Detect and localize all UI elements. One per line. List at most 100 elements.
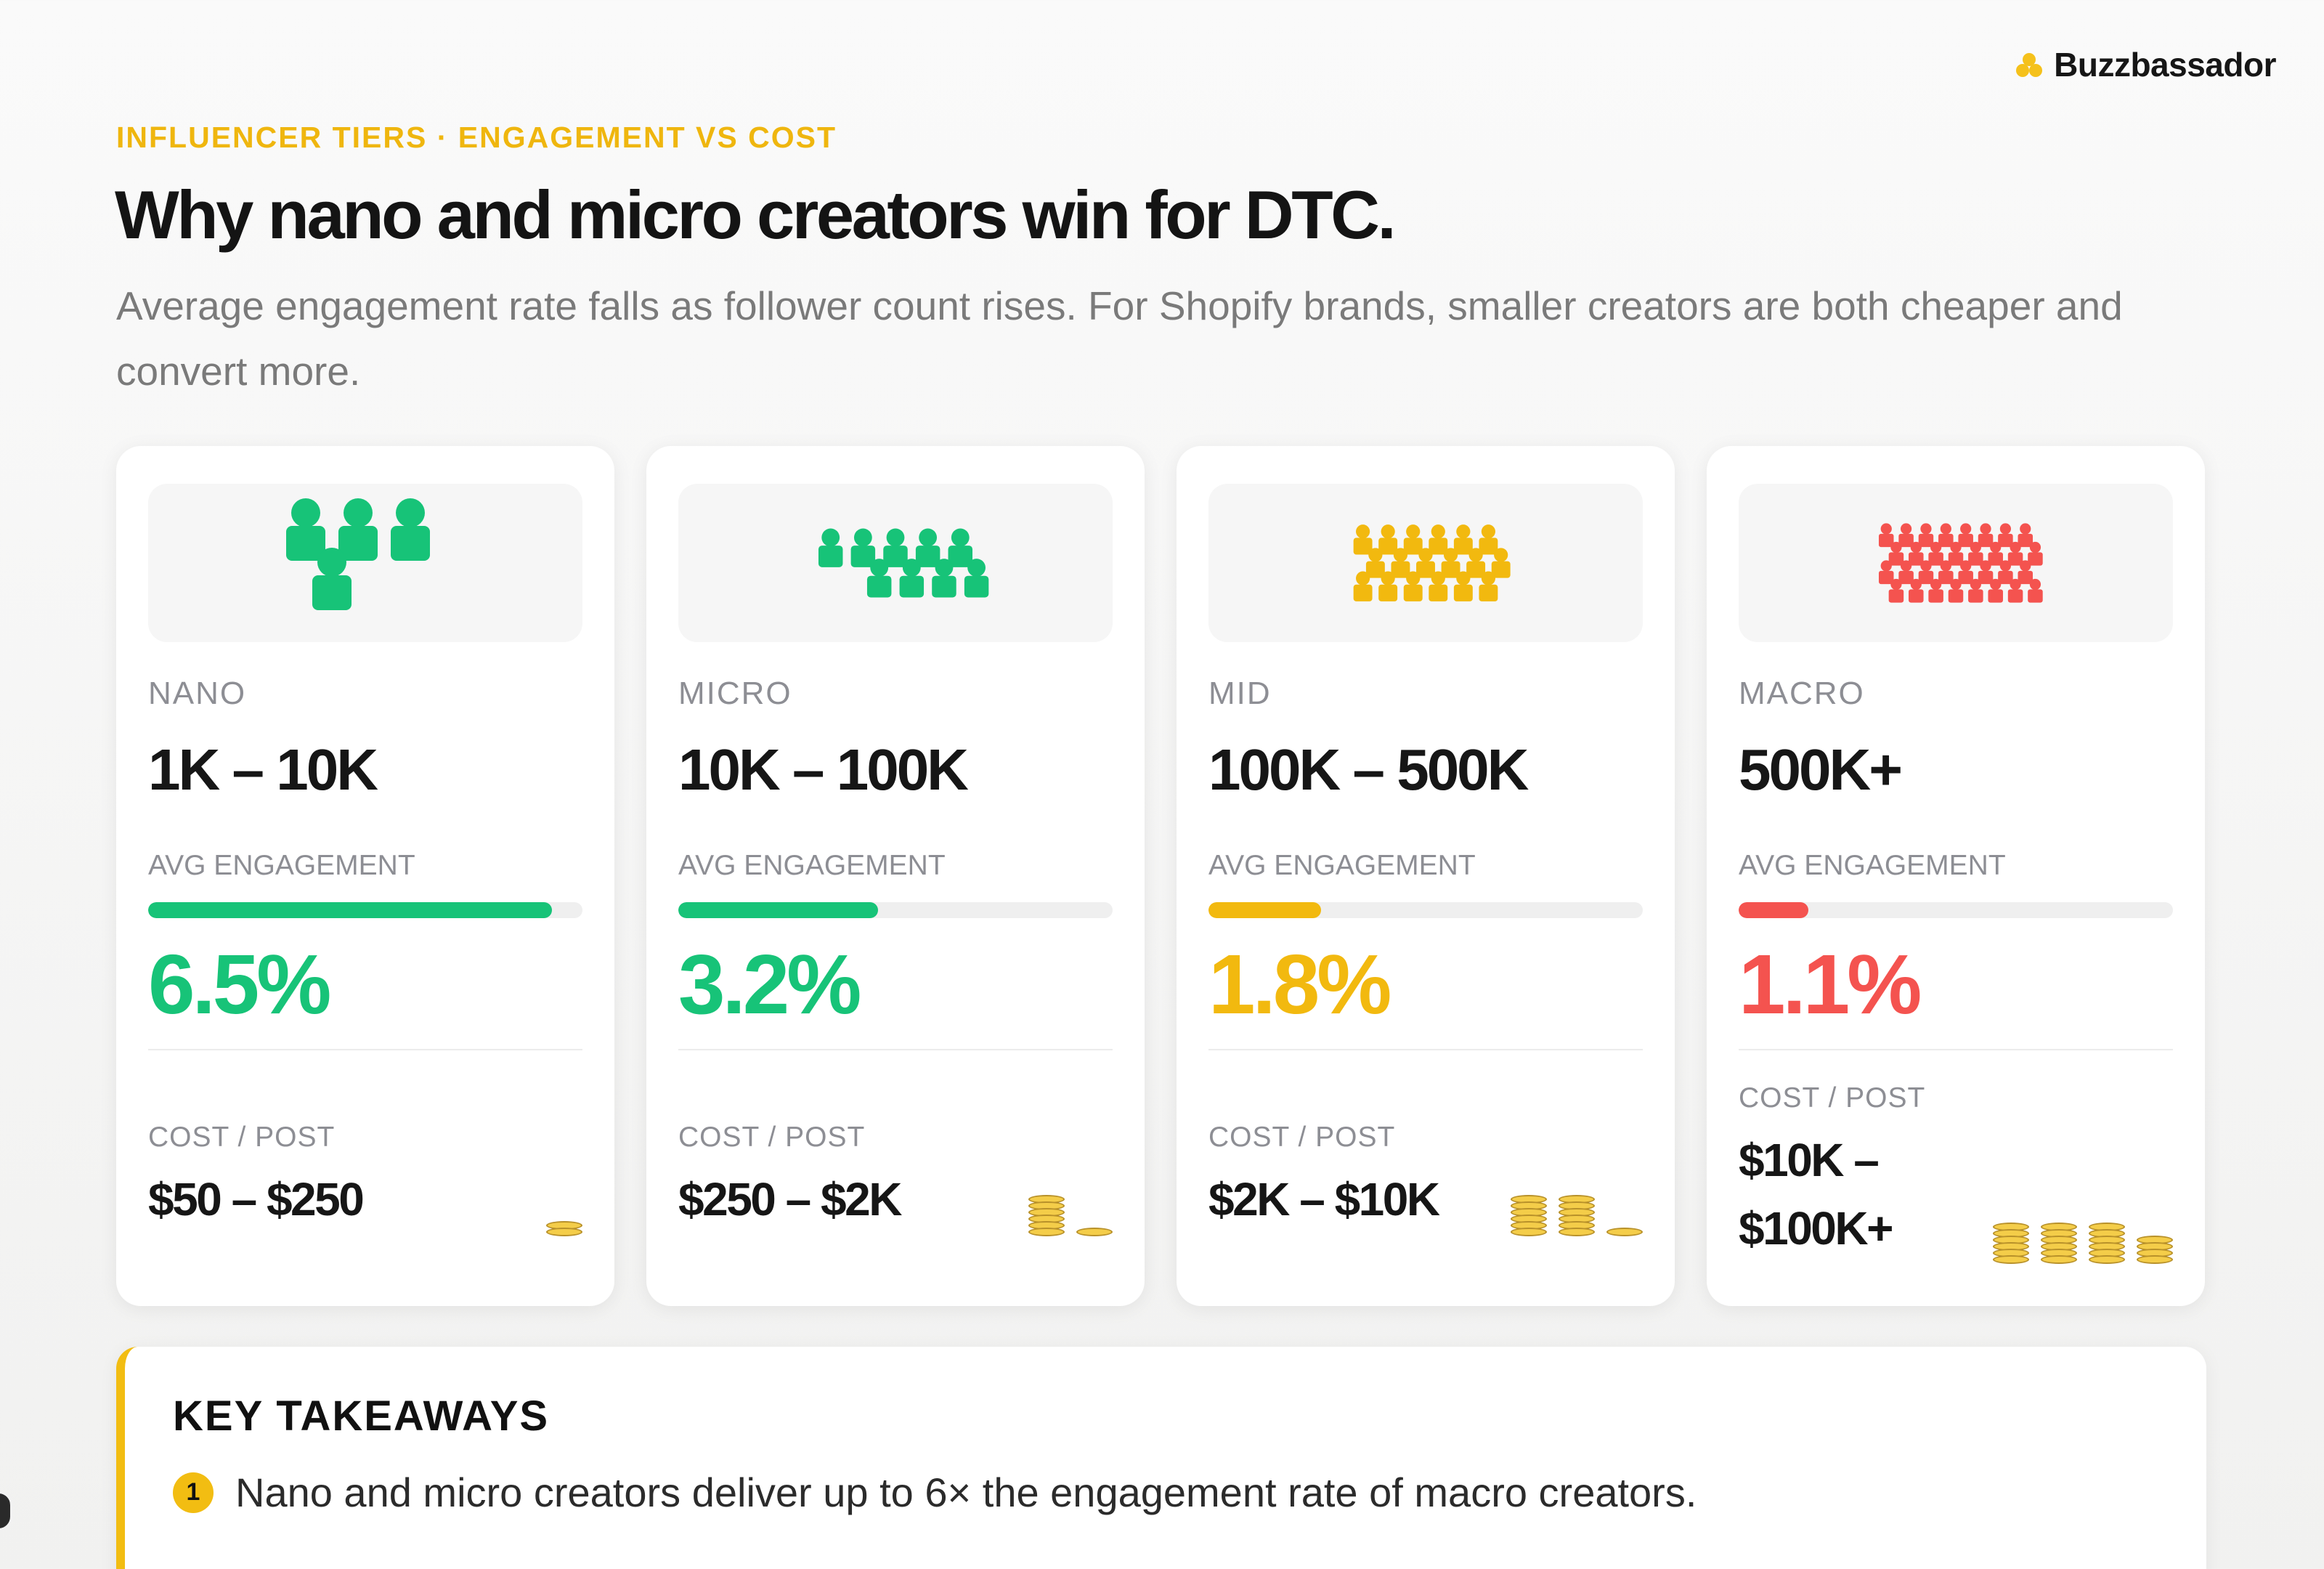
cost-value: $250 – $2K — [678, 1173, 902, 1225]
person-icon — [2028, 541, 2043, 566]
coin-stack — [1076, 1228, 1113, 1236]
person-icon — [2018, 523, 2033, 548]
coin — [1076, 1228, 1113, 1236]
cost-label: COST / POST — [1739, 1082, 1926, 1114]
coin-stack — [2089, 1223, 2125, 1264]
coin-stack-icon — [1993, 1223, 2173, 1264]
person-icon — [338, 498, 378, 561]
engagement-value: 1.8% — [1208, 937, 1391, 1031]
coin — [2137, 1255, 2173, 1264]
takeaway-item: 1 Nano and micro creators deliver up to … — [173, 1469, 1697, 1516]
cost-label: COST / POST — [1208, 1122, 1396, 1153]
person-icon — [1353, 524, 1373, 555]
person-icon — [1878, 523, 1894, 548]
tier-card-macro: MACRO 500K+ AVG ENGAGEMENT 1.1% COST / P… — [1707, 446, 2205, 1306]
person-icon — [899, 559, 925, 598]
person-icon — [1429, 571, 1448, 601]
person-icon — [1378, 571, 1398, 601]
engagement-label: AVG ENGAGEMENT — [1739, 850, 2006, 881]
person-icon — [1365, 548, 1385, 578]
person-icon — [964, 559, 989, 598]
coin-stack-icon — [546, 1221, 582, 1236]
person-icon — [818, 528, 843, 567]
takeaways-title: KEY TAKEAWAYS — [173, 1392, 550, 1440]
macro-crowd-icon — [1739, 484, 2173, 642]
tier-card-micro: MICRO 10K – 100K AVG ENGAGEMENT 3.2% COS… — [646, 446, 1145, 1306]
engagement-bar-fill — [1208, 902, 1322, 918]
cost-value: $2K – $10K — [1208, 1173, 1440, 1225]
tier-name: MICRO — [678, 676, 792, 711]
micro-crowd-icon — [678, 484, 1113, 642]
nano-crowd-icon — [148, 484, 582, 642]
crowd-illustration — [818, 528, 989, 598]
divider — [148, 1049, 582, 1050]
person-icon — [1888, 578, 1904, 603]
crowd-illustration — [1353, 524, 1511, 601]
follower-range: 1K – 10K — [148, 737, 378, 802]
takeaway-number-badge: 1 — [173, 1472, 214, 1513]
person-icon — [1998, 560, 2013, 585]
person-icon — [1898, 560, 1914, 585]
coin-stack — [546, 1221, 582, 1236]
person-icon — [1988, 541, 2003, 566]
tier-cards: NANO 1K – 10K AVG ENGAGEMENT 6.5% COST /… — [116, 446, 2205, 1306]
person-icon — [2007, 578, 2023, 603]
engagement-bar — [1208, 902, 1643, 918]
person-icon — [1918, 560, 1934, 585]
person-icon — [1948, 578, 1964, 603]
coin — [1511, 1228, 1547, 1236]
coin-stack — [1993, 1223, 2029, 1264]
engagement-bar-fill — [148, 902, 553, 918]
person-icon — [1453, 524, 1473, 555]
engagement-label: AVG ENGAGEMENT — [1208, 850, 1476, 881]
person-icon — [1928, 541, 1943, 566]
crowd-illustration — [1878, 523, 2043, 603]
person-icon — [1403, 524, 1423, 555]
page-title: Why nano and micro creators win for DTC. — [115, 177, 1397, 253]
person-icon — [1491, 548, 1511, 578]
person-icon — [1466, 548, 1486, 578]
person-icon — [1453, 571, 1473, 601]
brand-name: Buzzbassador — [2054, 46, 2276, 84]
takeaway-text: Nano and micro creators deliver up to 6×… — [235, 1469, 1697, 1515]
tier-card-mid: MID 100K – 500K AVG ENGAGEMENT 1.8% COST… — [1177, 446, 1675, 1306]
tier-name: NANO — [148, 676, 247, 711]
engagement-value: 1.1% — [1739, 937, 1922, 1031]
cost-value: $50 – $250 — [148, 1173, 365, 1225]
divider — [1208, 1049, 1643, 1050]
person-icon — [1353, 571, 1373, 601]
person-icon — [1378, 524, 1398, 555]
key-takeaways-panel: KEY TAKEAWAYS 1 Nano and micro creators … — [116, 1347, 2206, 1569]
engagement-value: 6.5% — [148, 937, 331, 1031]
coin — [1559, 1228, 1595, 1236]
person-icon — [2028, 578, 2043, 603]
person-icon — [286, 498, 325, 561]
person-icon — [2018, 560, 2033, 585]
mid-crowd-icon — [1208, 484, 1643, 642]
person-icon — [1416, 548, 1435, 578]
engagement-bar-fill — [678, 902, 879, 918]
person-icon — [1958, 523, 1973, 548]
engagement-value: 3.2% — [678, 937, 861, 1031]
follower-range: 500K+ — [1739, 737, 1903, 802]
coin-stack — [1028, 1195, 1065, 1236]
person-icon — [915, 528, 940, 567]
tier-name: MID — [1208, 676, 1272, 711]
follower-range: 100K – 500K — [1208, 737, 1529, 802]
person-icon — [1403, 571, 1423, 601]
person-icon — [932, 559, 956, 598]
side-handle[interactable] — [0, 1491, 13, 1531]
engagement-bar — [148, 902, 582, 918]
coin — [1028, 1228, 1065, 1236]
page-subtitle: Average engagement rate falls as followe… — [116, 283, 2123, 394]
tier-name: MACRO — [1739, 676, 1865, 711]
person-icon — [1918, 523, 1934, 548]
person-icon — [1441, 548, 1460, 578]
engagement-bar — [1739, 902, 2173, 918]
person-icon — [1909, 578, 1924, 603]
person-icon — [1479, 524, 1498, 555]
crowd-illustration — [286, 498, 430, 610]
person-icon — [1948, 541, 1964, 566]
cost-value: $10K – $100K+ — [1739, 1134, 1893, 1254]
coin-stack-icon — [1028, 1195, 1113, 1236]
